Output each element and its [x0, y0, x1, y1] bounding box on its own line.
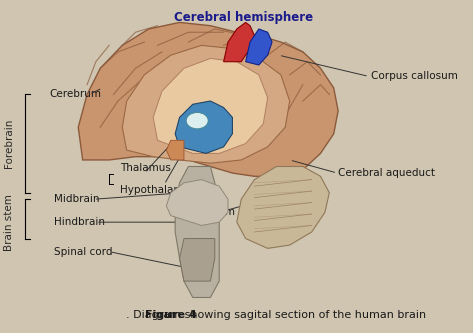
Text: Cerebral aqueduct: Cerebral aqueduct: [338, 168, 435, 178]
Text: Pons: Pons: [175, 191, 200, 201]
Polygon shape: [237, 166, 329, 248]
Text: Thalamus: Thalamus: [120, 163, 171, 173]
Polygon shape: [166, 179, 228, 225]
Text: Brain stem: Brain stem: [4, 194, 14, 251]
Circle shape: [186, 113, 208, 129]
Text: Medulla: Medulla: [175, 225, 216, 235]
Text: Hindbrain: Hindbrain: [54, 217, 105, 227]
Text: Cerebrum: Cerebrum: [50, 90, 102, 100]
Polygon shape: [224, 22, 254, 62]
Text: Midbrain: Midbrain: [54, 194, 99, 204]
Text: Cerebral hemisphere: Cerebral hemisphere: [174, 11, 313, 24]
Text: Corpus callosum: Corpus callosum: [371, 72, 458, 82]
Polygon shape: [245, 29, 272, 65]
Polygon shape: [175, 101, 232, 154]
Polygon shape: [175, 166, 219, 297]
Text: Forebrain: Forebrain: [4, 119, 14, 168]
Polygon shape: [180, 238, 215, 281]
Text: Figure 4: Figure 4: [145, 310, 197, 320]
Text: Spinal cord: Spinal cord: [54, 247, 113, 257]
Text: . Diagram showing sagital section of the human brain: . Diagram showing sagital section of the…: [126, 310, 427, 320]
Text: Hypothalamus: Hypothalamus: [120, 184, 196, 194]
Polygon shape: [123, 45, 289, 163]
Polygon shape: [153, 59, 268, 154]
Text: Cerebellum: Cerebellum: [175, 207, 235, 217]
Polygon shape: [78, 22, 338, 176]
Polygon shape: [166, 140, 184, 160]
